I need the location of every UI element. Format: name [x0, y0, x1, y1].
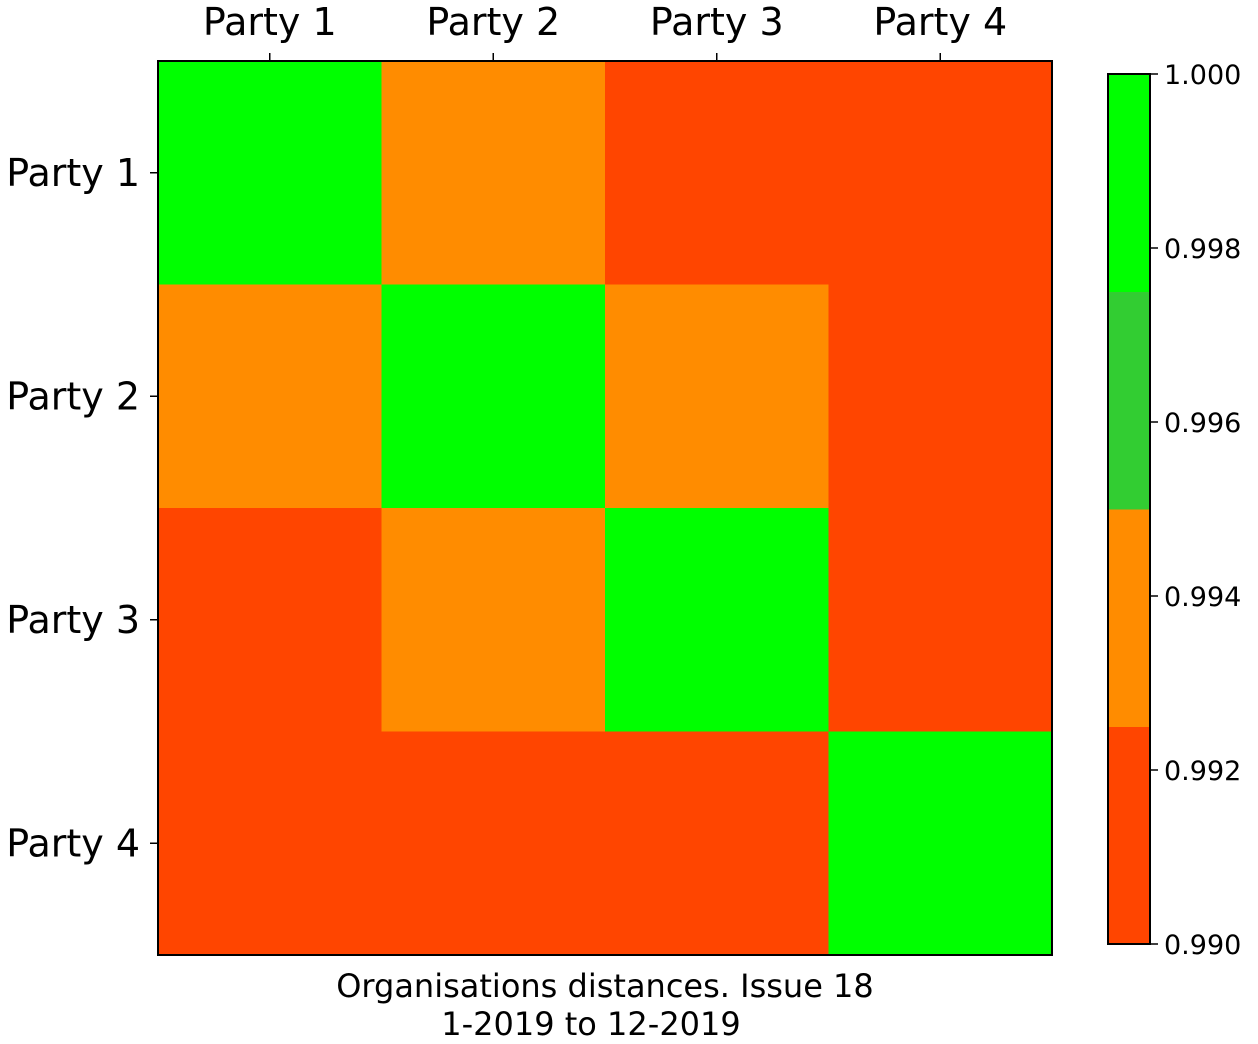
heatmap-cell: [828, 731, 1053, 956]
colorbar-band: [1108, 726, 1150, 945]
colorbar-band: [1108, 509, 1150, 727]
y-tick-label: Party 3: [6, 598, 140, 642]
colorbar-tick-label: 0.994: [1164, 582, 1241, 613]
heatmap-cell: [158, 61, 382, 285]
heatmap-cell: [605, 731, 829, 956]
y-tick-label: Party 2: [6, 374, 140, 418]
colorbar-band: [1108, 291, 1150, 510]
colorbar: 1.000 0.998 0.996 0.994 0.992 0.990: [1107, 60, 1241, 961]
heatmap-cell: [381, 731, 606, 956]
x-tick-label: Party 3: [650, 0, 784, 44]
heatmap-cell: [158, 731, 382, 956]
heatmap-cell: [605, 508, 829, 732]
heatmap-cell: [828, 284, 1053, 509]
x-tick-labels: Party 1 Party 2 Party 3 Party 4: [203, 0, 1007, 61]
colorbar-tick-label: 0.996: [1164, 408, 1241, 439]
heatmap-cell: [605, 284, 829, 509]
y-tick-label: Party 4: [6, 821, 140, 865]
x-tick-label: Party 4: [873, 0, 1007, 44]
heatmap-cell: [381, 508, 606, 732]
heatmap-cell: [381, 284, 606, 509]
heatmap-cells: [158, 61, 1053, 956]
x-tick-label: Party 2: [426, 0, 560, 44]
colorbar-tick-label: 0.992: [1164, 756, 1241, 787]
heatmap-cell: [828, 61, 1053, 285]
heatmap-cell: [158, 508, 382, 732]
colorbar-tick-label: 1.000: [1164, 60, 1241, 91]
colorbar-band: [1108, 74, 1150, 292]
x-tick-label: Party 1: [203, 0, 337, 44]
y-tick-label: Party 1: [6, 151, 140, 195]
heatmap-cell: [158, 284, 382, 509]
heatmap-cell: [605, 61, 829, 285]
heatmap-cell: [828, 508, 1053, 732]
plot-frame: [157, 60, 1053, 956]
y-tick-labels: Party 1 Party 2 Party 3 Party 4: [6, 151, 158, 865]
x-axis-label: Organisations distances. Issue 18: [336, 967, 874, 1005]
colorbar-frame: [1107, 73, 1151, 945]
heatmap-cell: [381, 61, 606, 285]
colorbar-tick-label: 0.998: [1164, 234, 1241, 265]
date-range-subtitle: 1-2019 to 12-2019: [441, 1005, 741, 1043]
colorbar-tick-label: 0.990: [1164, 930, 1241, 961]
